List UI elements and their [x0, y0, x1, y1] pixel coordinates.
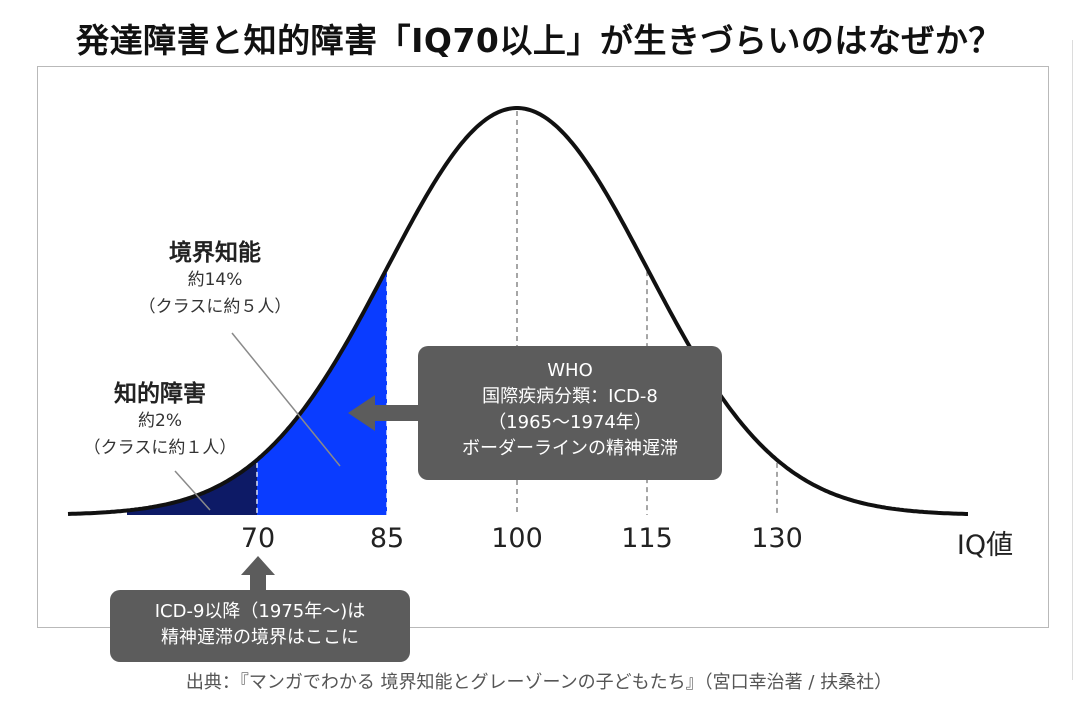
x-axis-label: IQ値 — [956, 530, 1014, 561]
who-callout-line4: ボーダーラインの精神遅滞 — [462, 438, 678, 459]
borderline-label: 境界知能 約14% （クラスに約５人） — [110, 233, 320, 321]
who-callout: WHO 国際疾病分類：ICD-8 （1965～1974年） ボーダーラインの精神… — [418, 346, 722, 480]
disability-label: 知的障害 約2% （クラスに約１人） — [55, 374, 265, 462]
x-tick-100: 100 — [491, 523, 543, 554]
who-callout-line2: 国際疾病分類：ICD-8 — [482, 386, 658, 407]
borderline-class-note: （クラスに約５人） — [138, 297, 292, 317]
borderline-pointer-line — [231, 332, 341, 467]
icd9-callout-line2: 精神遅滞の境界はここに — [161, 627, 359, 648]
page-title: 発達障害と知的障害「IQ70以上」が生きづらいのはなぜか？ — [76, 21, 1002, 60]
distribution-curve — [67, 106, 968, 516]
icd9-callout: ICD-9以降（1975年～)は 精神遅滞の境界はここに — [110, 590, 410, 662]
borderline-heading: 境界知能 — [169, 240, 261, 266]
icd9-arrow — [241, 556, 275, 592]
disability-pointer-line — [174, 470, 211, 511]
x-tick-85: 85 — [369, 523, 405, 554]
x-tick-115: 115 — [621, 523, 673, 554]
disability-region — [127, 459, 257, 515]
x-tick-130: 130 — [751, 523, 803, 554]
x-tick-70: 70 — [240, 523, 276, 554]
chart-frame — [37, 66, 1049, 628]
who-callout-line3: （1965～1974年） — [488, 412, 652, 433]
who-arrow — [348, 395, 418, 431]
source-citation: 出典：『マンガでわかる 境界知能とグレーゾーンの子どもたち』（宮口幸治著 / 扶… — [185, 672, 893, 693]
disability-percent: 約2% — [138, 411, 182, 431]
borderline-percent: 約14% — [187, 270, 243, 290]
icd9-callout-line1: ICD-9以降（1975年～)は — [154, 601, 366, 622]
disability-class-note: （クラスに約１人） — [83, 438, 237, 458]
who-callout-line1: WHO — [547, 360, 593, 381]
page-divider — [1072, 40, 1073, 680]
disability-heading: 知的障害 — [114, 381, 206, 407]
